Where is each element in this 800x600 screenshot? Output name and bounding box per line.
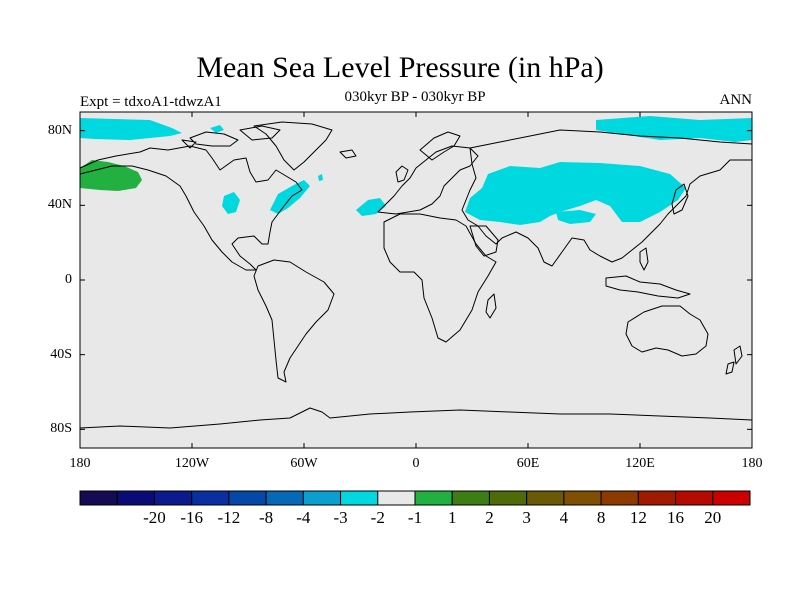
colorbar-label: 1 [447, 508, 457, 527]
coast-madagascar [485, 293, 497, 319]
colorbar-swatch [265, 490, 304, 506]
coast-british-isles [395, 165, 409, 183]
colorbar-swatch [637, 490, 677, 506]
colorbar-swatch [79, 490, 118, 506]
lon-tick-label: 0 [412, 456, 420, 471]
coast-new-zealand [725, 345, 743, 375]
colorbar-swatch [712, 490, 751, 506]
chart-subtitle: 030kyr BP - 030kyr BP [344, 89, 486, 105]
colorbar-label: 12 [629, 508, 647, 527]
season-label: ANN [719, 92, 753, 108]
lat-tick-label: 0 [65, 272, 72, 287]
colorbar-swatch [451, 490, 490, 506]
colorbar-label: -8 [259, 508, 274, 527]
coast-greenland [253, 121, 333, 171]
colorbar-swatch [153, 490, 193, 506]
colorbar-label: -1 [407, 508, 423, 527]
colorbar-label: -4 [296, 508, 311, 527]
lon-tick-label: 180 [69, 456, 91, 471]
colorbar-swatch [191, 490, 230, 506]
lat-tick-label: 40S [50, 346, 72, 362]
anomaly-greenland-spot [210, 125, 224, 133]
colorbar-label: -20 [143, 508, 166, 527]
colorbar [79, 490, 751, 506]
coast-indonesia [605, 275, 691, 299]
lon-tick-label: 120W [174, 456, 210, 471]
coastlines [79, 121, 753, 429]
colorbar-swatch [414, 490, 453, 506]
map-background [80, 112, 752, 448]
coast-north-america [79, 145, 303, 271]
lat-tick-label: 80N [47, 122, 72, 138]
coast-australia [625, 305, 709, 357]
anomaly-eurasia [465, 162, 686, 225]
colorbar-label: 4 [559, 508, 569, 527]
colorbar-label: 20 [704, 508, 722, 527]
coast-asia [461, 129, 753, 267]
lat-tick-label: 80S [50, 421, 72, 437]
coast-philippines [639, 247, 649, 271]
colorbar-label: -3 [333, 508, 348, 527]
colorbar-swatch [563, 490, 602, 506]
anomaly-north-pacific [80, 160, 142, 191]
coast-arabia [469, 225, 499, 257]
map-panel [79, 111, 753, 449]
anomaly-north-america-east [270, 180, 310, 214]
colorbar-swatch [526, 490, 565, 506]
colorbar-label: -12 [217, 508, 241, 527]
anomaly-spot-east [318, 174, 323, 181]
coast-japan [671, 183, 689, 215]
lon-tick-label: 180 [741, 456, 763, 471]
colorbar-swatch [340, 490, 379, 506]
anomaly-north-atlantic-arctic [80, 118, 182, 140]
anomaly-atlantic-west [222, 192, 240, 214]
colorbar-label: -16 [180, 508, 203, 527]
colorbar-label: 16 [667, 508, 685, 527]
lat-tick-marks [80, 130, 752, 430]
colorbar-swatch [675, 490, 714, 506]
lon-tick-label: 60E [516, 456, 540, 471]
coast-scandinavia [419, 131, 461, 161]
colorbar-label: 2 [485, 508, 494, 527]
coast-europe [377, 145, 479, 215]
lon-tick-label: 60W [290, 456, 318, 471]
lon-tick-label: 120E [625, 456, 655, 471]
coast-arctic-islands [181, 125, 281, 149]
colorbar-swatch [116, 490, 155, 506]
lat-tick-label: 40N [47, 197, 72, 213]
colorbar-label: 8 [596, 508, 606, 527]
coast-antarctica [79, 407, 753, 429]
experiment-label: Expt = tdxoA1-tdwzA1 [80, 94, 222, 110]
colorbar-swatch [377, 490, 416, 506]
coast-south-america [253, 259, 335, 383]
colorbar-swatch [600, 490, 639, 506]
colorbar-swatch [228, 490, 267, 506]
colorbar-swatch [302, 490, 342, 506]
anomaly-eurasia-south [556, 210, 596, 224]
colorbar-swatch [488, 490, 528, 506]
lon-tick-marks [79, 112, 753, 448]
coast-iceland [339, 149, 357, 159]
colorbar-label: 3 [522, 508, 531, 527]
chart-title: Mean Sea Level Pressure (in hPa) [196, 51, 604, 84]
coast-africa [383, 213, 497, 343]
colorbar-label: -2 [370, 508, 385, 527]
